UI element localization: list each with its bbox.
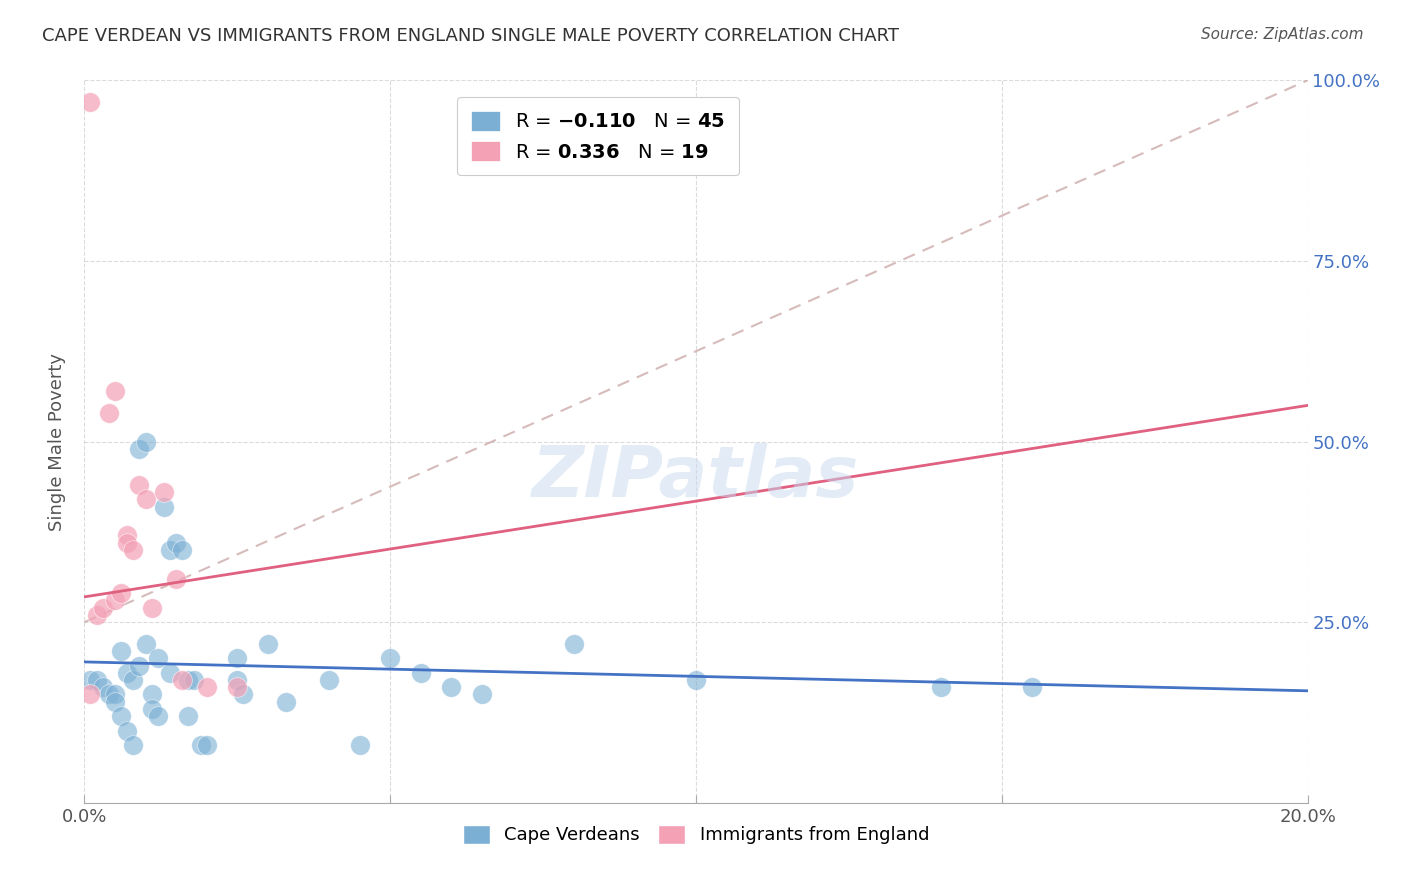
- Point: [141, 702, 163, 716]
- Point: [135, 637, 157, 651]
- Point: [195, 738, 218, 752]
- Point: [91, 600, 114, 615]
- Point: [172, 542, 194, 557]
- Point: [122, 673, 145, 687]
- Point: [141, 600, 163, 615]
- Point: [128, 442, 150, 456]
- Point: [141, 687, 163, 701]
- Text: CAPE VERDEAN VS IMMIGRANTS FROM ENGLAND SINGLE MALE POVERTY CORRELATION CHART: CAPE VERDEAN VS IMMIGRANTS FROM ENGLAND …: [42, 27, 900, 45]
- Point: [122, 738, 145, 752]
- Point: [929, 680, 952, 694]
- Point: [172, 673, 194, 687]
- Point: [190, 738, 212, 752]
- Point: [135, 492, 157, 507]
- Point: [146, 651, 169, 665]
- Point: [115, 535, 138, 549]
- Point: [79, 95, 101, 109]
- Point: [226, 680, 249, 694]
- Point: [159, 665, 181, 680]
- Point: [318, 673, 340, 687]
- Point: [104, 695, 127, 709]
- Point: [135, 434, 157, 449]
- Point: [183, 673, 205, 687]
- Y-axis label: Single Male Poverty: Single Male Poverty: [48, 352, 66, 531]
- Point: [226, 673, 249, 687]
- Point: [97, 687, 120, 701]
- Point: [115, 528, 138, 542]
- Point: [104, 593, 127, 607]
- Point: [276, 695, 298, 709]
- Point: [115, 723, 138, 738]
- Point: [409, 665, 432, 680]
- Point: [562, 637, 585, 651]
- Point: [86, 673, 108, 687]
- Point: [104, 687, 127, 701]
- Point: [104, 384, 127, 398]
- Point: [471, 687, 494, 701]
- Point: [195, 680, 218, 694]
- Point: [177, 709, 200, 723]
- Point: [685, 673, 707, 687]
- Point: [110, 644, 132, 658]
- Text: Source: ZipAtlas.com: Source: ZipAtlas.com: [1201, 27, 1364, 42]
- Point: [257, 637, 280, 651]
- Point: [165, 535, 187, 549]
- Point: [165, 572, 187, 586]
- Point: [232, 687, 254, 701]
- Point: [97, 406, 120, 420]
- Point: [146, 709, 169, 723]
- Point: [153, 485, 176, 500]
- Point: [349, 738, 371, 752]
- Point: [177, 673, 200, 687]
- Point: [153, 500, 176, 514]
- Point: [440, 680, 463, 694]
- Point: [128, 658, 150, 673]
- Point: [86, 607, 108, 622]
- Point: [1021, 680, 1043, 694]
- Point: [115, 665, 138, 680]
- Point: [159, 542, 181, 557]
- Point: [226, 651, 249, 665]
- Point: [91, 680, 114, 694]
- Point: [79, 687, 101, 701]
- Point: [110, 709, 132, 723]
- Point: [79, 673, 101, 687]
- Point: [110, 586, 132, 600]
- Point: [128, 478, 150, 492]
- Point: [122, 542, 145, 557]
- Legend: Cape Verdeans, Immigrants from England: Cape Verdeans, Immigrants from England: [456, 818, 936, 852]
- Text: ZIPatlas: ZIPatlas: [533, 443, 859, 512]
- Point: [380, 651, 402, 665]
